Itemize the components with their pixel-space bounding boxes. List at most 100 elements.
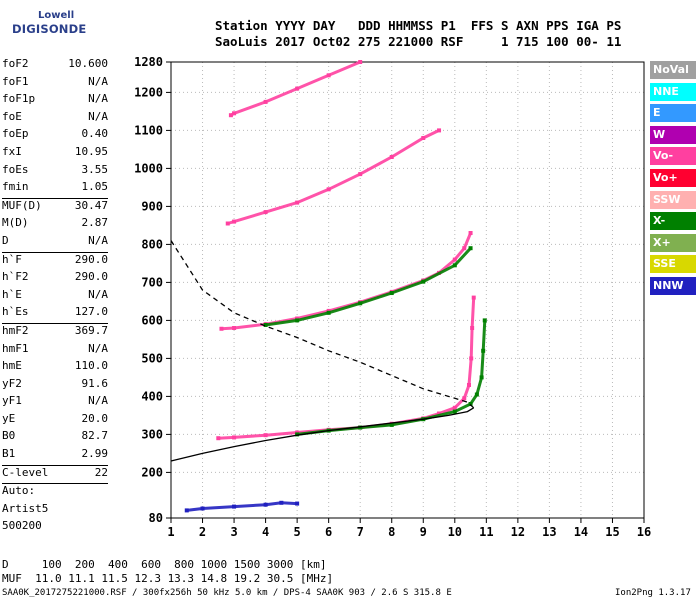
param-value: 3.55	[81, 162, 109, 176]
chart-traces	[184, 60, 487, 513]
trace-point	[216, 436, 221, 441]
param-name: h`F	[2, 252, 22, 266]
x-tick-label: 8	[388, 525, 395, 539]
param-row: yE 20.0	[2, 412, 108, 430]
trace-point	[482, 318, 487, 323]
legend-item: X+	[650, 233, 696, 252]
trace-point	[225, 221, 230, 226]
y-tick-label: 900	[141, 199, 163, 213]
chart-axes	[166, 61, 645, 523]
param-value: 290.0	[74, 252, 108, 266]
trace-point	[263, 210, 268, 215]
y-tick-label: 500	[141, 351, 163, 365]
param-row: h`F2 290.0	[2, 270, 108, 288]
x-tick-label: 16	[637, 525, 651, 539]
trace-point	[326, 310, 331, 315]
param-value: 91.6	[81, 376, 109, 390]
param-value: 1.05	[81, 180, 109, 194]
logo-lowell-text: Lowell	[38, 10, 75, 21]
y-tick-label: 200	[141, 465, 163, 479]
trace-point	[232, 435, 237, 440]
param-name: foF1	[2, 74, 29, 88]
param-value: 30.47	[74, 198, 108, 212]
param-row: yF1 N/A	[2, 394, 108, 412]
y-tick-label: 1100	[134, 123, 163, 137]
trace-point	[184, 508, 189, 513]
param-name: foF1p	[2, 92, 36, 106]
y-tick-label: 600	[141, 313, 163, 327]
trace-point	[437, 128, 442, 133]
trace-point	[358, 60, 363, 64]
param-name: foF2	[2, 57, 29, 70]
trace-group	[295, 318, 487, 437]
trace-point	[389, 291, 394, 296]
trace-point	[468, 402, 473, 406]
param-name: hmF1	[2, 341, 29, 355]
param-text: Auto:	[2, 484, 36, 498]
header-line-2: SaoLuis 2017 Oct02 275 221000 RSF 1 715 …	[215, 34, 622, 49]
trace-point	[279, 500, 284, 505]
param-row: C-level 22	[2, 466, 108, 484]
param-name: B0	[2, 429, 16, 443]
param-value: N/A	[88, 92, 108, 106]
trace-point	[421, 136, 426, 140]
x-tick-label: 11	[479, 525, 493, 539]
trace-point	[326, 73, 331, 78]
plot-frame	[170, 61, 645, 519]
digisonde-logo: Lowell DIGISONDE	[0, 10, 86, 42]
param-value: 2.87	[81, 216, 109, 230]
trace-point	[358, 172, 363, 177]
footer-file-info: SAA0K_2017275221000.RSF / 300fx256h 50 k…	[2, 588, 452, 598]
param-value: 22	[94, 465, 108, 479]
param-separator	[2, 483, 108, 485]
trace-line	[185, 501, 299, 512]
param-value: N/A	[88, 109, 108, 123]
param-row: foF2 10.600	[2, 57, 108, 75]
x-tick-label: 3	[230, 525, 237, 539]
param-row: 500200	[2, 519, 108, 537]
param-name: foE	[2, 109, 22, 123]
footer-muf-line: MUF 11.0 11.1 11.5 12.3 13.3 14.8 19.2 3…	[2, 572, 334, 585]
legend-item: E	[650, 104, 696, 123]
x-tick-label: 6	[325, 525, 332, 539]
trace-point	[452, 263, 457, 268]
param-row: hmE 110.0	[2, 359, 108, 377]
trace-point	[469, 356, 474, 361]
trace-point	[263, 322, 268, 327]
param-row: foEs 3.55	[2, 163, 108, 181]
param-row: h`E N/A	[2, 288, 108, 306]
y-tick-label: 800	[141, 237, 163, 251]
trace-point	[452, 405, 457, 410]
legend-item: X-	[650, 212, 696, 231]
legend-item: NNW	[650, 276, 696, 295]
trace-point	[389, 422, 394, 427]
param-row: Artist5	[2, 502, 108, 520]
profile-bottomside-line	[170, 407, 475, 462]
x-tick-label: 15	[605, 525, 619, 539]
param-row: D N/A	[2, 234, 108, 252]
trace-point	[295, 432, 300, 437]
trace-point	[481, 348, 486, 353]
param-name: M(D)	[2, 216, 29, 230]
trace-point	[232, 219, 237, 224]
x-tick-label: 9	[420, 525, 427, 539]
param-name: D	[2, 233, 9, 247]
trace-point	[452, 257, 457, 262]
footer-version: Ion2Png 1.3.17	[615, 588, 691, 598]
trace-point	[295, 200, 300, 205]
param-name: yF1	[2, 394, 22, 408]
param-value: 290.0	[74, 270, 108, 284]
param-name: h`E	[2, 287, 22, 301]
trace-point	[295, 318, 300, 323]
trace-point	[462, 396, 467, 401]
trace-point	[263, 433, 268, 438]
x-tick-label: 12	[511, 525, 525, 539]
param-name: yF2	[2, 376, 22, 390]
trace-point	[263, 502, 268, 507]
param-name: h`Es	[2, 305, 29, 319]
y-tick-label: 400	[141, 389, 163, 403]
trace-group	[225, 128, 442, 226]
param-name: hmE	[2, 359, 22, 373]
legend-item: Vo+	[650, 168, 696, 187]
